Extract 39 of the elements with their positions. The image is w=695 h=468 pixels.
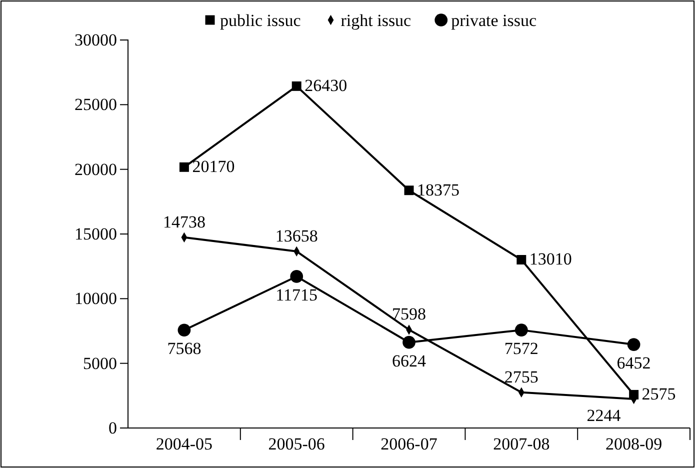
data-label: 7568	[167, 339, 202, 358]
legend-label: right issuc	[340, 11, 412, 30]
data-label: 6624	[392, 351, 426, 370]
point	[178, 324, 191, 337]
point	[627, 338, 640, 351]
y-tick-label: 5000	[83, 354, 117, 373]
data-label: 2755	[504, 367, 538, 386]
y-tick-label: 25000	[74, 95, 117, 114]
x-tick-label: 2005-06	[268, 434, 325, 454]
y-tick-label: 15000	[74, 224, 117, 244]
data-label: 14738	[162, 212, 206, 232]
point	[516, 254, 526, 264]
point	[290, 270, 304, 283]
point	[404, 186, 414, 196]
y-tick-label: 0	[108, 418, 117, 438]
y-tick-label: 20000	[74, 160, 117, 179]
y-tick-label: 30000	[74, 30, 117, 50]
x-tick-label: 2004-05	[156, 434, 213, 454]
data-label: 2575	[642, 384, 676, 404]
data-label: 18375	[417, 180, 460, 200]
data-label: 13010	[529, 250, 572, 269]
point	[292, 81, 302, 91]
point	[179, 162, 189, 172]
data-label: 2244	[586, 406, 622, 425]
data-label: 13658	[275, 226, 318, 246]
point	[514, 324, 528, 336]
data-label: 7572	[504, 339, 538, 358]
legend-label: private issuc	[451, 11, 538, 30]
x-tick-label: 2008-09	[605, 434, 662, 454]
data-label: 20170	[192, 157, 235, 176]
x-tick-label: 2007-08	[493, 434, 550, 454]
y-tick-label: 10000	[74, 289, 117, 308]
data-label: 11715	[276, 285, 318, 304]
data-label: 6452	[616, 354, 651, 373]
data-label: 7598	[392, 304, 426, 324]
x-tick-label: 2006-07	[380, 434, 438, 454]
point	[402, 336, 416, 349]
legend-label: public issuc	[220, 11, 302, 30]
data-label: 26430	[304, 76, 348, 96]
